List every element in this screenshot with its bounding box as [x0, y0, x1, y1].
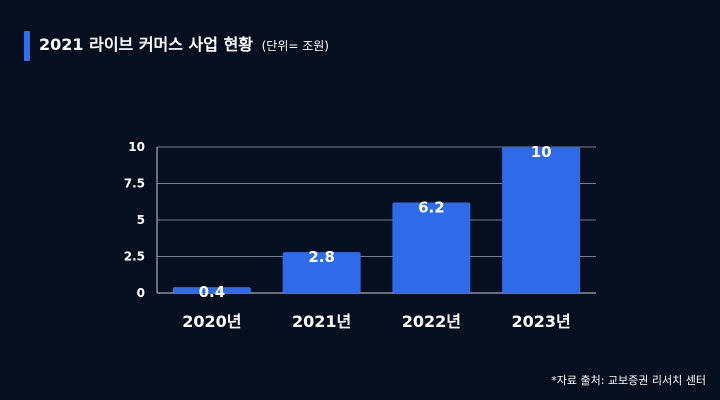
title-accent-bar: [24, 31, 30, 61]
x-tick-label: 2020년: [182, 312, 241, 331]
chart-title: 2021 라이브 커머스 사업 현황: [39, 35, 254, 54]
x-tick-label: 2021년: [292, 312, 351, 331]
source-note: *자료 출처: 교보증권 리서치 센터: [551, 374, 706, 387]
y-tick-label: 10: [128, 140, 145, 154]
data-label: 2.8: [308, 248, 335, 266]
y-tick-label: 0: [137, 286, 145, 300]
y-tick-label: 2.5: [124, 250, 145, 264]
data-label: 6.2: [418, 198, 445, 216]
bar: [172, 287, 251, 293]
chart-title-block: 2021 라이브 커머스 사업 현황 (단위= 조원): [39, 34, 329, 57]
x-tick-label: 2022년: [402, 312, 461, 331]
data-label: 10: [531, 143, 552, 161]
chart-unit-note: (단위= 조원): [261, 39, 329, 53]
bar: [282, 252, 361, 293]
bar: [502, 147, 581, 293]
y-tick-label: 7.5: [124, 177, 145, 191]
y-tick-label: 5: [137, 213, 145, 227]
data-label: 0.4: [199, 283, 226, 301]
x-tick-label: 2023년: [511, 312, 570, 331]
bar: [392, 202, 471, 293]
